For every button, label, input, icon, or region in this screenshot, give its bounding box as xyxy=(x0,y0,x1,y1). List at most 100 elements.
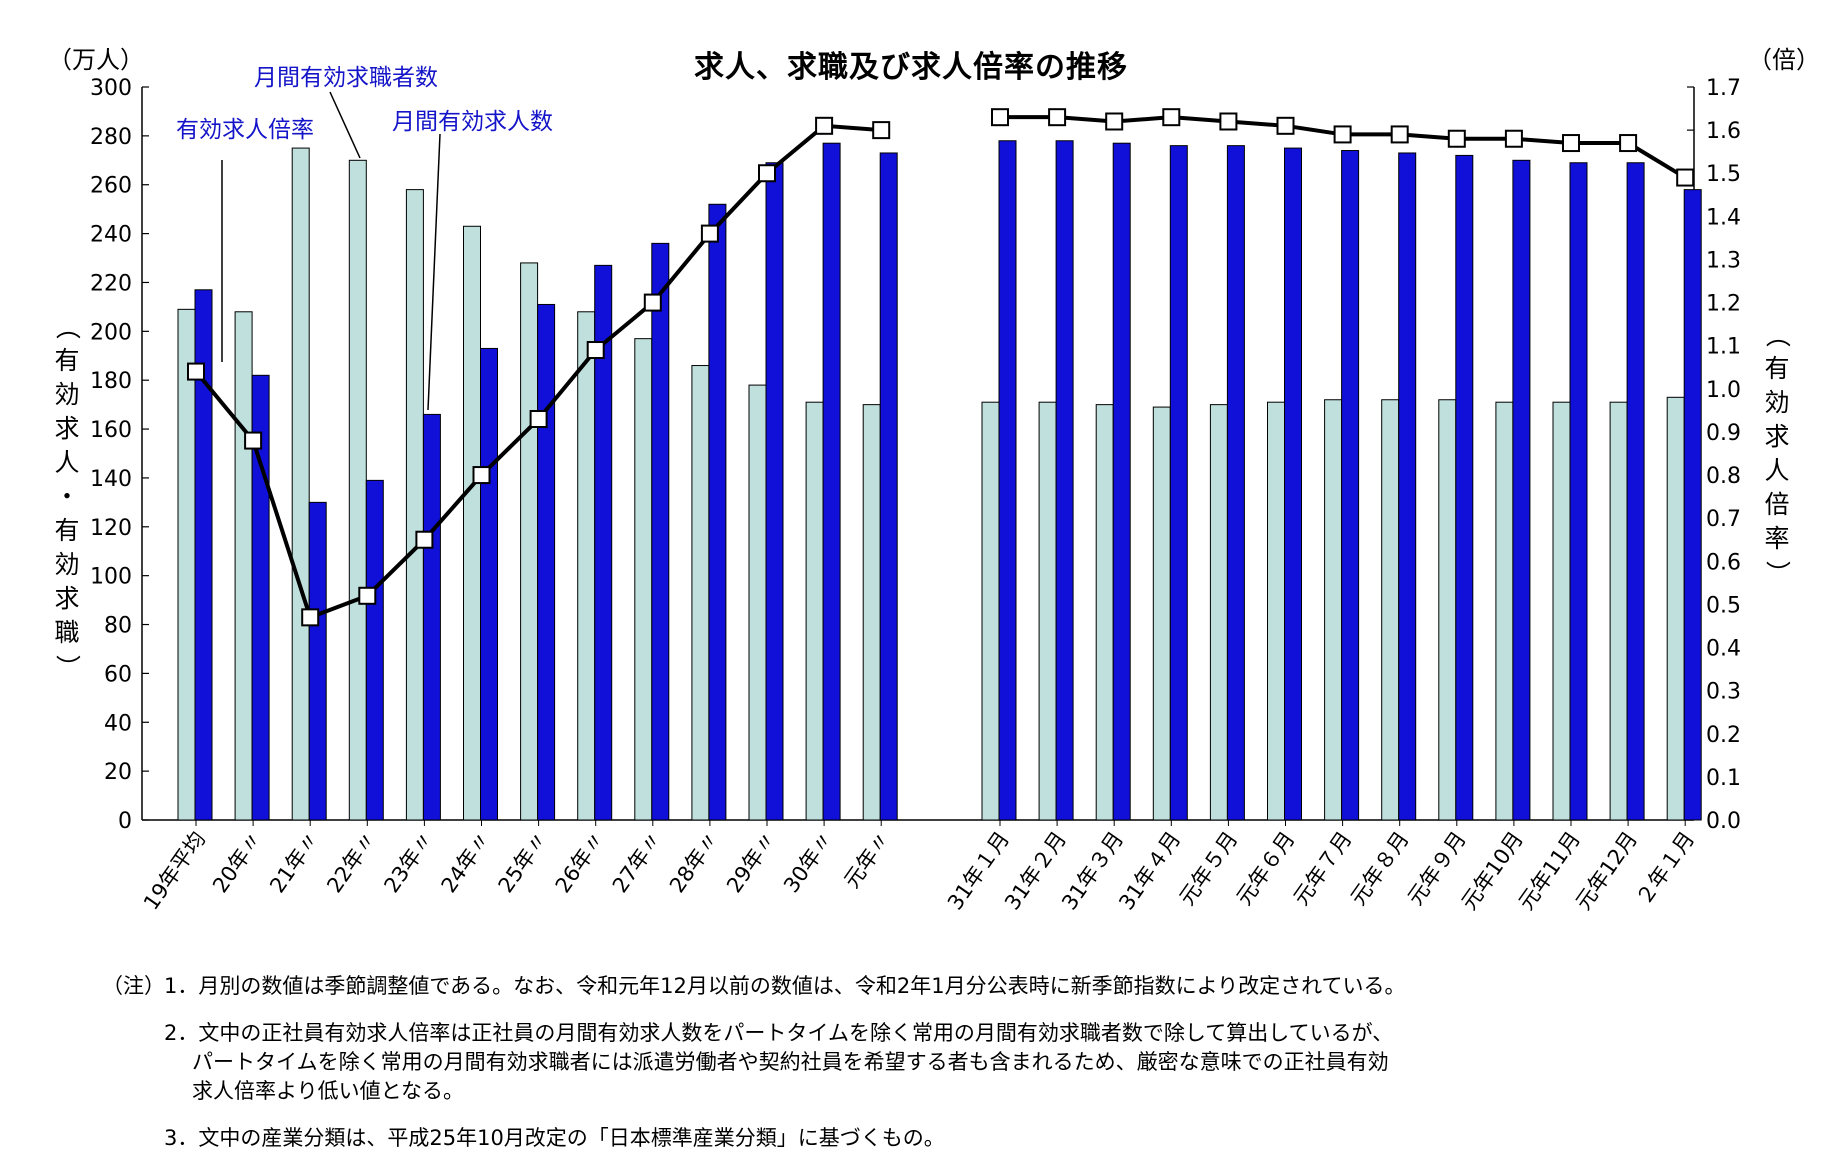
bar-openings xyxy=(1512,159,1531,821)
callout-seekers-leader xyxy=(329,91,361,159)
ratio-marker xyxy=(991,108,1009,127)
x-tick-label: 19年平均 xyxy=(139,827,210,914)
left-tick-label: 120 xyxy=(90,516,132,541)
x-tick-label: 30年〃 xyxy=(779,827,838,897)
callout-seekers: 月間有効求職者数 xyxy=(254,65,438,91)
bar-openings xyxy=(1226,145,1245,821)
bar-openings xyxy=(308,501,327,821)
bar-seekers xyxy=(1095,404,1114,821)
bar-seekers xyxy=(1552,401,1571,821)
ratio-marker xyxy=(244,431,263,450)
bar-openings xyxy=(708,203,727,821)
axis-label-char: 求 xyxy=(1764,422,1790,451)
x-tick-label: 26年〃 xyxy=(551,827,610,897)
axis-label-char: 効 xyxy=(54,550,80,579)
axis-label-char: （ xyxy=(1763,322,1792,348)
left-tick-label: 40 xyxy=(104,711,132,736)
left-tick-label: 100 xyxy=(90,565,132,590)
axis-label-char: ） xyxy=(53,654,82,680)
note-2c: 求人倍率より低い値となる。 xyxy=(192,1079,464,1103)
ratio-marker xyxy=(700,224,719,243)
ratio-marker xyxy=(358,586,377,605)
right-tick-label: 1.1 xyxy=(1706,335,1741,360)
bar-seekers xyxy=(463,225,481,821)
right-axis-unit: （倍） xyxy=(1748,46,1820,74)
callout-ratio: 有効求人倍率 xyxy=(176,117,314,143)
ratio-marker xyxy=(415,530,434,549)
bar-openings xyxy=(879,152,898,821)
axis-label-char: （ xyxy=(53,314,82,340)
right-tick-label: 0.7 xyxy=(1706,507,1741,532)
ratio-marker xyxy=(1276,116,1295,135)
ratio-marker xyxy=(1619,134,1638,153)
ratio-marker xyxy=(1562,134,1580,153)
ratio-marker xyxy=(472,466,491,485)
axis-label-char: ・ xyxy=(54,482,80,511)
axis-label-char: 求 xyxy=(54,414,80,443)
axis-label-char: 効 xyxy=(1764,388,1790,417)
bar-openings xyxy=(537,303,556,821)
x-tick-label: 28年〃 xyxy=(665,827,724,897)
right-tick-label: 0.4 xyxy=(1706,637,1741,662)
bar-seekers xyxy=(348,159,367,821)
note-2a: 2．文中の正社員有効求人倍率は正社員の月間有効求人数をパートタイムを除く常用の月… xyxy=(164,1021,1394,1045)
bar-openings xyxy=(251,374,270,821)
bar-seekers xyxy=(405,189,424,821)
bar-openings xyxy=(1055,140,1074,821)
axis-label-char: 人 xyxy=(54,448,80,477)
ratio-marker xyxy=(529,410,548,429)
right-tick-label: 1.4 xyxy=(1706,205,1741,230)
right-tick-label: 0.6 xyxy=(1706,550,1741,575)
ratio-marker xyxy=(1390,125,1409,144)
bar-openings xyxy=(1398,152,1417,821)
ratio-marker xyxy=(1105,112,1124,131)
x-tick-label: 21年〃 xyxy=(265,827,324,897)
right-tick-label: 0.3 xyxy=(1706,680,1741,705)
x-tick-label: 27年〃 xyxy=(608,827,667,897)
right-tick-label: 1.6 xyxy=(1706,119,1741,144)
bar-seekers xyxy=(981,401,1000,821)
bar-openings xyxy=(1626,162,1645,821)
axis-label-char: 有 xyxy=(1764,354,1790,383)
right-tick-label: 0.0 xyxy=(1706,809,1741,834)
bar-seekers xyxy=(1666,396,1685,821)
left-tick-label: 80 xyxy=(104,614,132,639)
x-tick-label: 24年〃 xyxy=(437,827,496,897)
bar-openings xyxy=(1569,162,1588,821)
bar-openings xyxy=(1284,147,1302,821)
bar-openings xyxy=(594,264,613,821)
left-tick-label: 220 xyxy=(90,271,132,296)
ratio-marker xyxy=(758,164,776,183)
bar-seekers xyxy=(1438,399,1457,821)
bar-seekers xyxy=(1381,399,1400,821)
left-axis-unit: （万人） xyxy=(48,46,144,74)
left-tick-label: 180 xyxy=(90,369,132,394)
axis-label-char: 率 xyxy=(1764,524,1790,553)
bar-openings xyxy=(1683,189,1702,821)
x-tick-label: 20年〃 xyxy=(208,827,267,897)
axis-label-char: 人 xyxy=(1764,456,1790,485)
bar-seekers xyxy=(1495,401,1514,821)
right-tick-label: 1.7 xyxy=(1706,76,1741,101)
ratio-marker xyxy=(301,608,320,627)
left-tick-label: 200 xyxy=(90,320,132,345)
axis-label-char: 職 xyxy=(54,618,80,647)
bar-seekers xyxy=(1152,406,1171,821)
right-tick-label: 0.2 xyxy=(1706,723,1741,748)
left-tick-label: 300 xyxy=(90,76,132,101)
bar-seekers xyxy=(291,147,310,821)
axis-label-char: 求 xyxy=(54,584,80,613)
right-tick-label: 1.5 xyxy=(1706,162,1741,187)
bar-seekers xyxy=(691,365,710,821)
right-tick-label: 1.2 xyxy=(1706,292,1741,317)
bar-openings xyxy=(1112,142,1131,821)
note-2b: パートタイムを除く常用の月間有効求職者には派遣労働者や契約社員を希望する者も含ま… xyxy=(192,1050,1389,1074)
bar-openings xyxy=(1341,150,1360,821)
bar-openings xyxy=(651,242,670,821)
axis-label-char: 有 xyxy=(54,346,80,375)
left-tick-label: 60 xyxy=(104,662,132,687)
right-tick-label: 0.8 xyxy=(1706,464,1741,489)
ratio-marker xyxy=(1504,129,1523,148)
bar-openings xyxy=(1455,154,1474,821)
right-tick-label: 1.0 xyxy=(1706,378,1741,403)
